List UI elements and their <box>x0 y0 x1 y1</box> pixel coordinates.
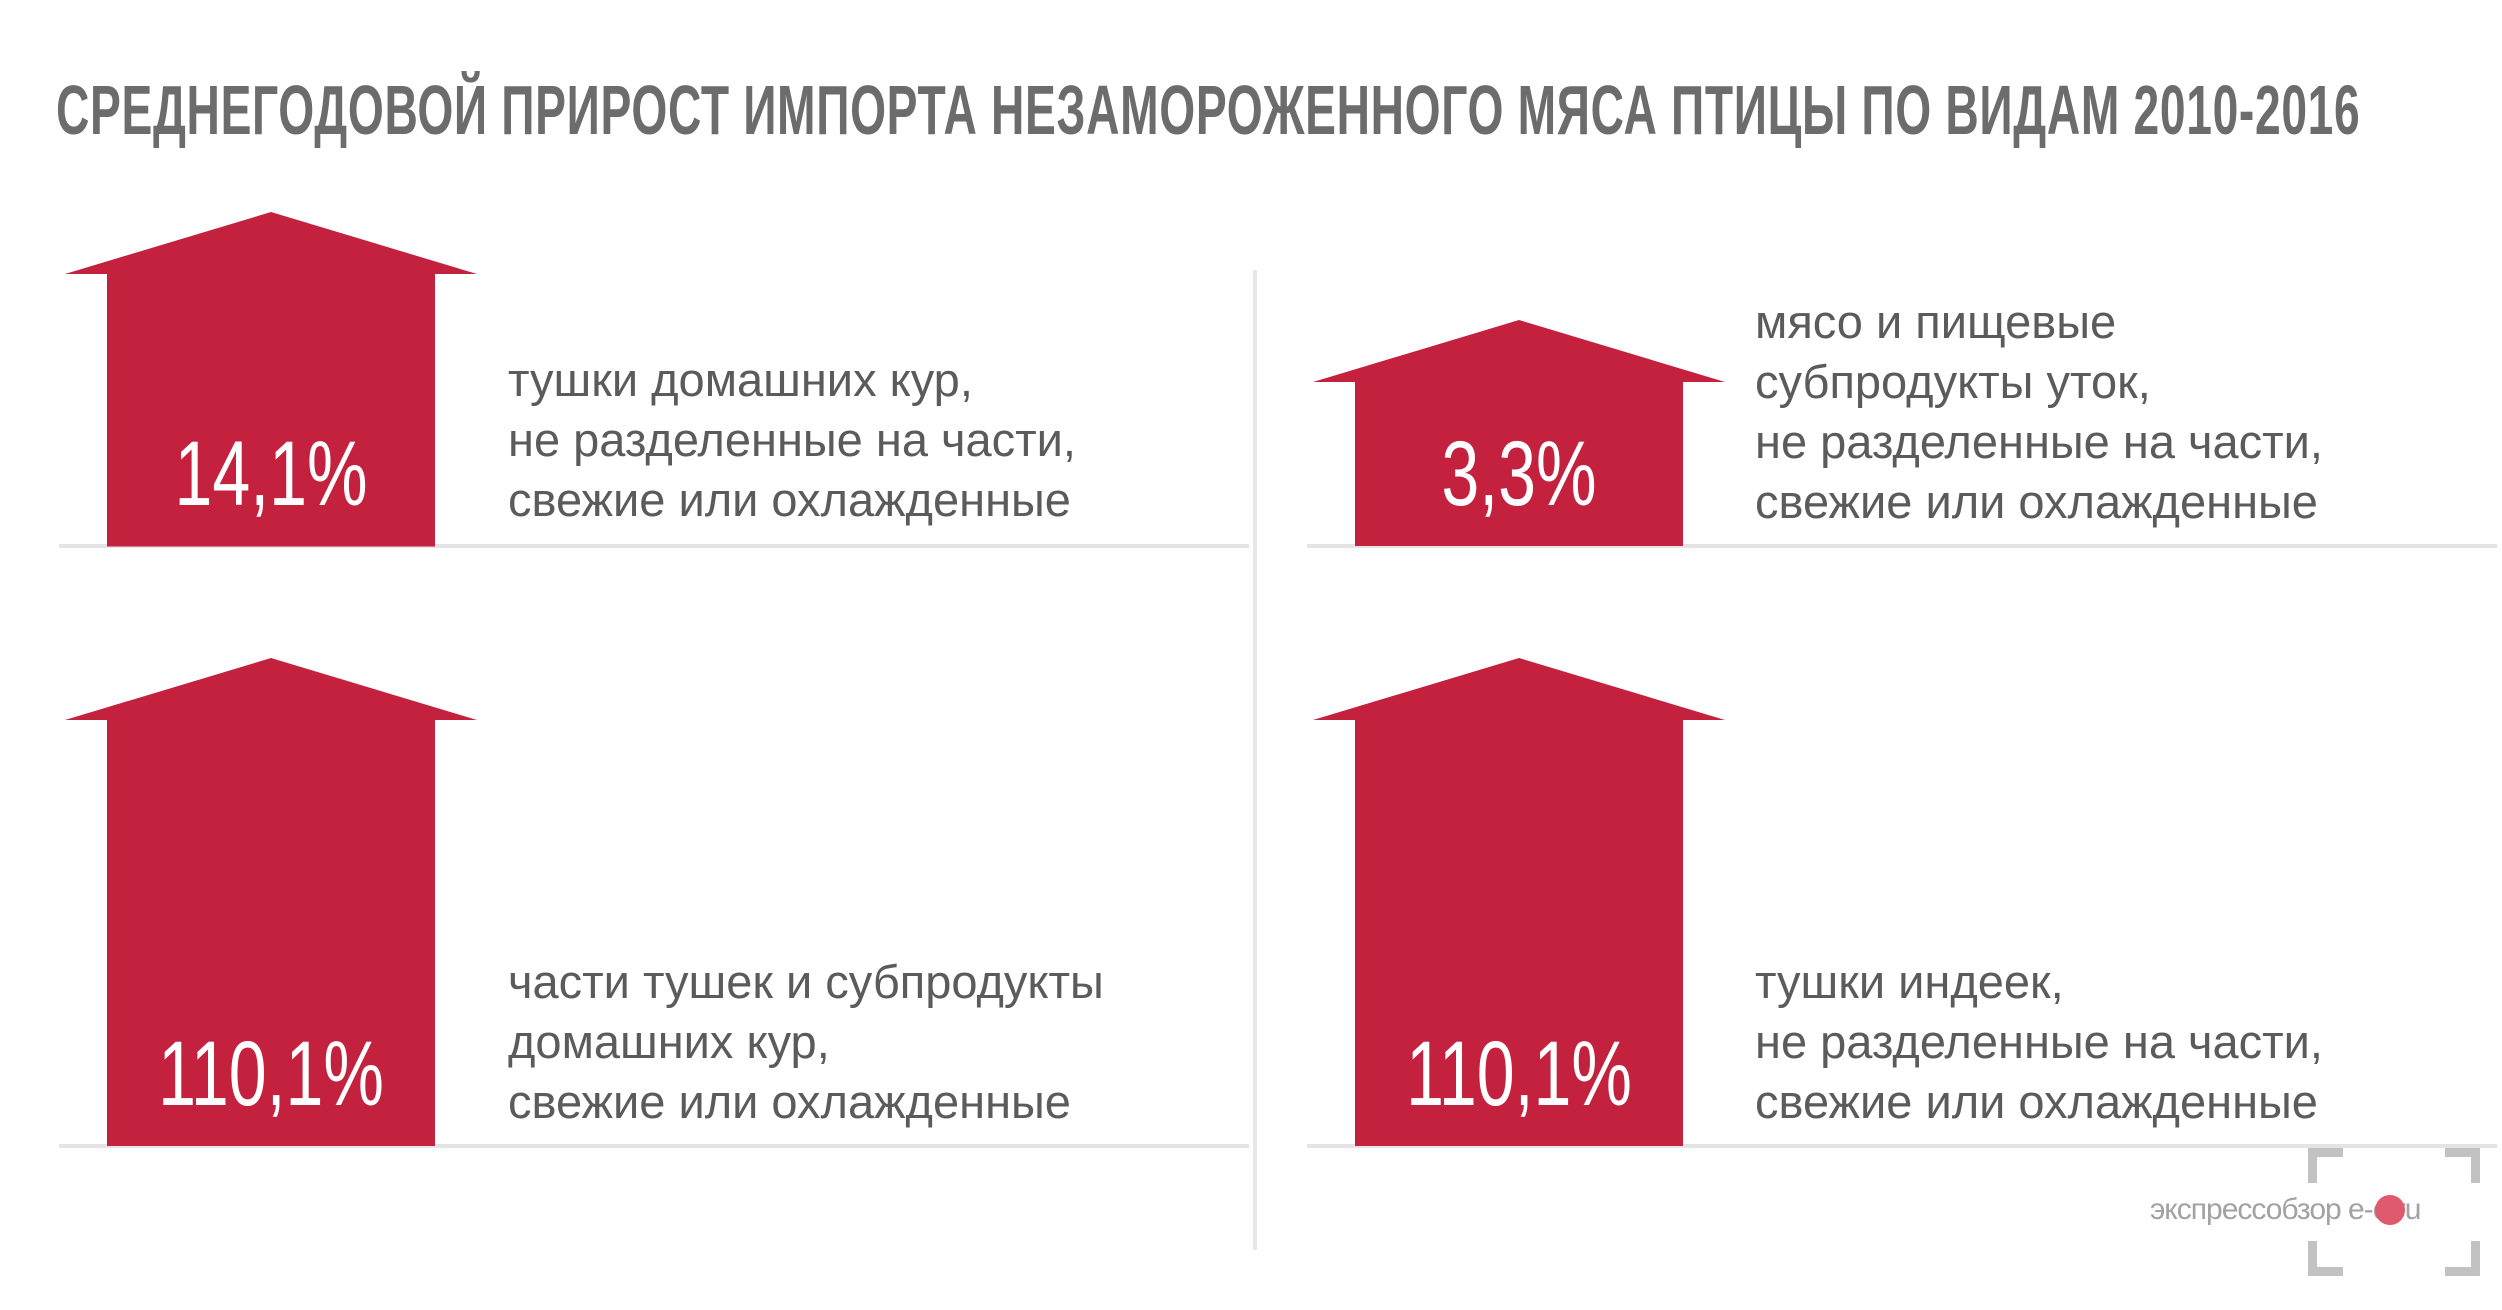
page-title: СРЕДНЕГОДОВОЙ ПРИРОСТ ИМПОРТА НЕЗАМОРОЖЕ… <box>56 71 2361 149</box>
bar-arrow-1 <box>65 211 477 546</box>
category-label-line: мясо и пищевые <box>1755 295 2117 348</box>
category-label-line: свежие или охлажденные <box>1755 1075 2318 1128</box>
bar-arrow-4 <box>1313 658 1725 1146</box>
data-label-1: 14,1% <box>174 423 368 525</box>
data-label-3: 110,1% <box>158 1023 384 1125</box>
category-label-line: тушки домашних кур, <box>508 353 973 406</box>
category-label-line: домашних кур, <box>508 1015 830 1068</box>
data-label-4: 110,1% <box>1406 1023 1632 1125</box>
baseline-1 <box>59 544 1249 548</box>
category-label-3: части тушек и субпродукты домашних кур, св… <box>508 952 1104 1132</box>
frame-corners-icon <box>2308 1148 2480 1276</box>
bar-4 <box>1313 658 1725 1146</box>
data-label-2: 3,3% <box>1441 423 1597 525</box>
category-label-line: не разделенные на части, <box>508 413 1076 466</box>
category-label-line: субпродукты уток, <box>1755 355 2151 408</box>
baseline-2 <box>1307 544 2497 548</box>
record-dot-icon <box>2375 1195 2405 1225</box>
category-label-line: свежие или охлажденные <box>1755 475 2318 528</box>
bar-3 <box>65 658 477 1146</box>
category-label-line: свежие или охлажденные <box>508 473 1071 526</box>
vertical-divider <box>1253 270 1257 1250</box>
category-label-line: не разделенные на части, <box>1755 415 2323 468</box>
bar-arrow-2 <box>1313 320 1725 546</box>
watermark-text: экспрессобзор e-o.ru <box>2150 1193 2421 1226</box>
category-label-2: мясо и пищевые субпродукты уток, не раздел… <box>1755 292 2323 532</box>
bar-arrow-3 <box>65 658 477 1146</box>
bar-2 <box>1313 320 1725 546</box>
category-label-4: тушки индеек, не разделенные на части, све… <box>1755 952 2323 1132</box>
category-label-line: части тушек и субпродукты <box>508 955 1104 1008</box>
baseline-3 <box>59 1144 1249 1148</box>
watermark-logo: экспрессобзор e-o.ru <box>2150 1148 2490 1278</box>
bar-1 <box>65 211 477 546</box>
category-label-line: тушки индеек, <box>1755 955 2064 1008</box>
category-label-1: тушки домашних кур, не разделенные на час… <box>508 350 1076 530</box>
category-label-line: свежие или охлажденные <box>508 1075 1071 1128</box>
category-label-line: не разделенные на части, <box>1755 1015 2323 1068</box>
baseline-4 <box>1307 1144 2497 1148</box>
